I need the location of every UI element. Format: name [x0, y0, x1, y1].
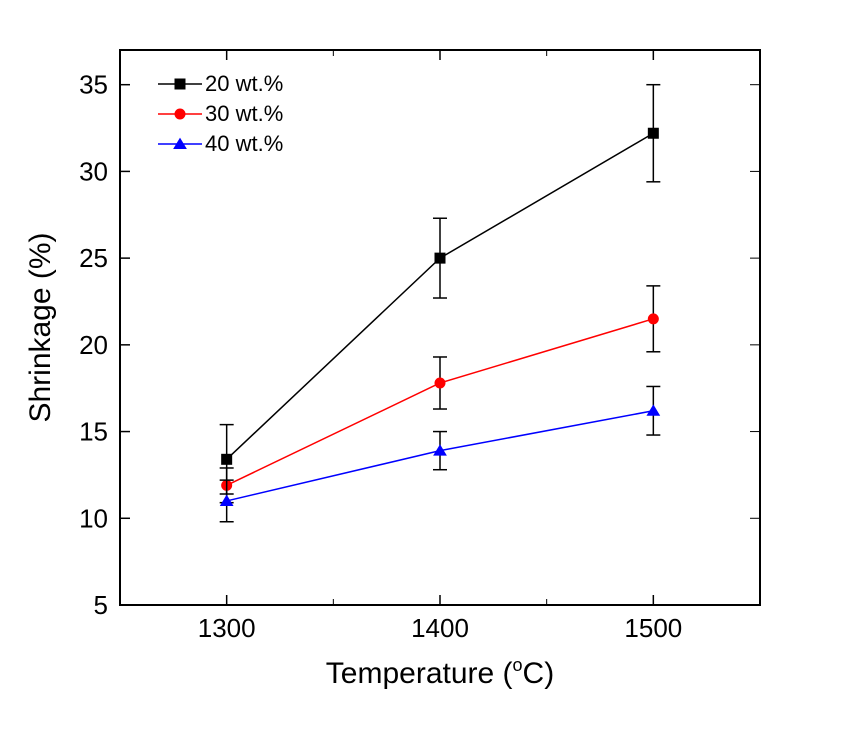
- legend: 20 wt.% 30 wt.% 40 wt.%: [158, 71, 283, 156]
- legend-label: 30 wt.%: [205, 101, 283, 126]
- chart-container: 1300140015005101520253035Shrinkage (%)Te…: [0, 0, 844, 730]
- y-tick-label: 30: [79, 156, 108, 186]
- y-tick-label: 35: [79, 70, 108, 100]
- legend-label: 40 wt.%: [205, 131, 283, 156]
- chart-svg: 1300140015005101520253035Shrinkage (%)Te…: [0, 0, 844, 730]
- y-tick-label: 25: [79, 243, 108, 273]
- y-axis-label: Shrinkage (%): [24, 232, 57, 422]
- x-tick-label: 1500: [624, 613, 682, 643]
- y-tick-label: 5: [94, 590, 108, 620]
- x-tick-label: 1400: [411, 613, 469, 643]
- y-tick-label: 10: [79, 503, 108, 533]
- y-tick-label: 15: [79, 417, 108, 447]
- y-tick-label: 20: [79, 330, 108, 360]
- legend-label: 20 wt.%: [205, 71, 283, 96]
- x-tick-label: 1300: [198, 613, 256, 643]
